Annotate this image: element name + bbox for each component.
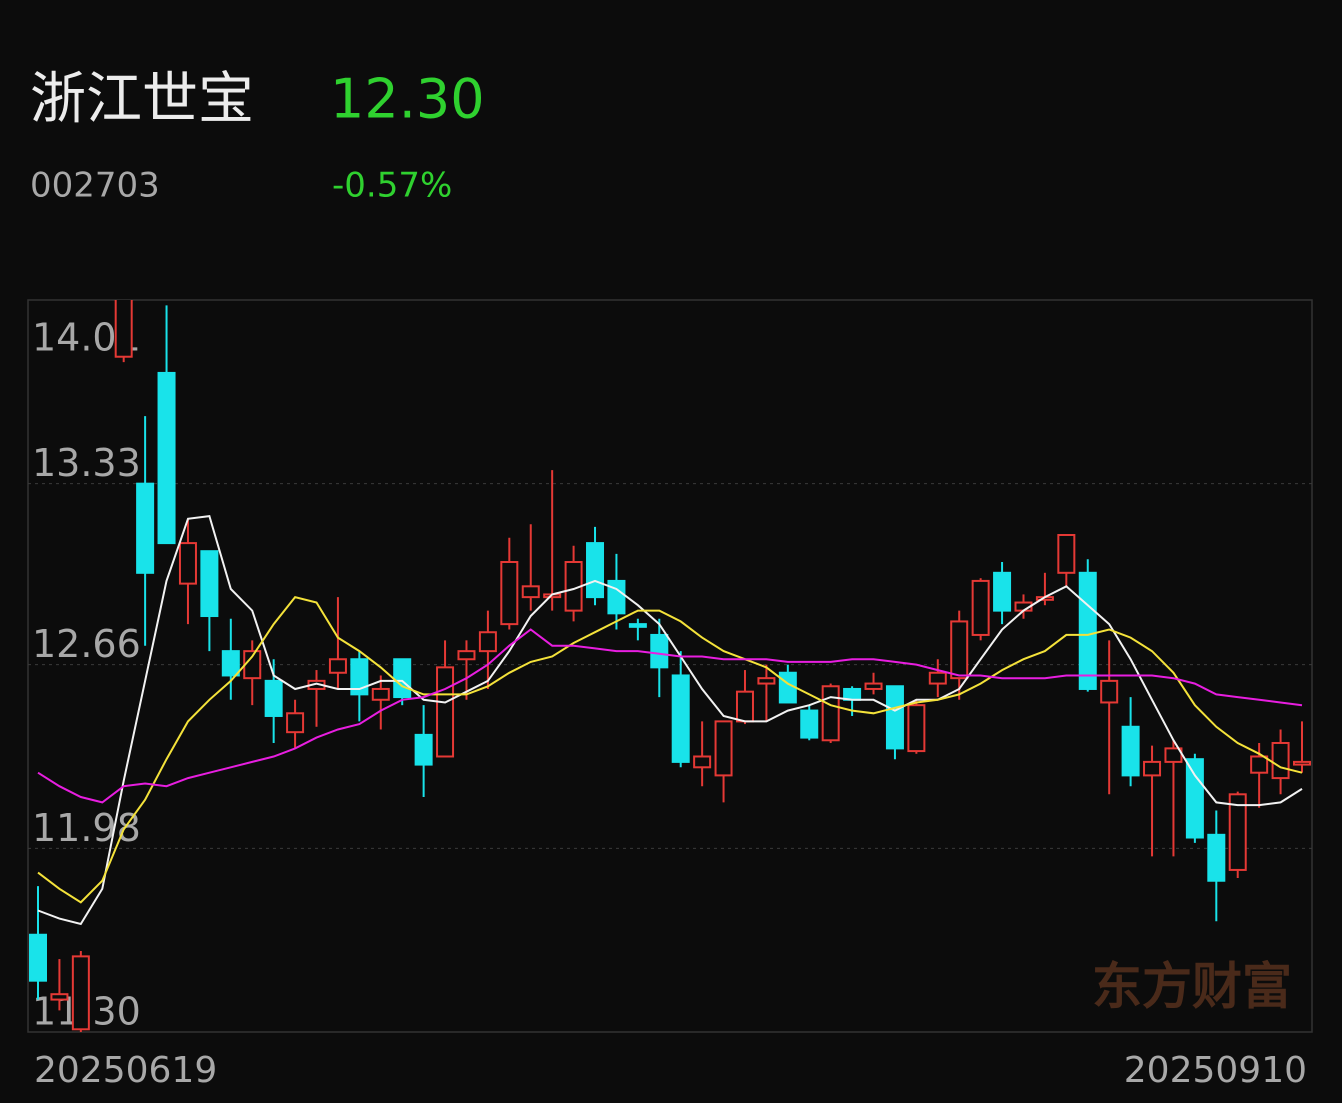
candle-body — [735, 690, 754, 723]
plot-area — [29, 300, 1311, 1032]
price-change: -0.57% — [332, 166, 452, 206]
candle-body — [971, 579, 990, 636]
candle-body — [757, 677, 776, 685]
candle-body — [1078, 571, 1097, 690]
candle-body — [1100, 679, 1119, 704]
candle-body — [693, 755, 712, 769]
y-tick-label: 12.66 — [32, 622, 141, 666]
candle-body — [457, 650, 476, 661]
candle-body — [650, 633, 669, 669]
y-tick-label: 11.98 — [32, 806, 141, 850]
x-tick-label: 20250910 — [1124, 1050, 1307, 1091]
ma-line — [37, 595, 1303, 904]
candle-body — [993, 571, 1012, 612]
candle-body — [157, 371, 176, 545]
candle-body — [350, 658, 369, 696]
candle-body — [29, 933, 47, 982]
candle-body — [1271, 741, 1290, 780]
candle-body — [778, 671, 797, 704]
candle-body — [414, 733, 433, 766]
candle-body — [885, 685, 904, 750]
ma-line — [37, 515, 1303, 926]
candle-body — [1057, 533, 1076, 574]
candle-body — [500, 561, 519, 626]
y-tick-label: 13.33 — [32, 441, 141, 485]
candle-body — [671, 674, 690, 763]
candle-body — [607, 579, 626, 615]
candle-body — [71, 955, 90, 1031]
candle-body — [371, 687, 390, 701]
watermark: 东方财富 — [1092, 958, 1292, 1016]
candle-body — [221, 650, 240, 677]
candle-body — [436, 666, 455, 758]
candle-body — [628, 623, 647, 628]
candle-body — [586, 542, 605, 599]
candle-body — [200, 550, 219, 618]
candle-body — [286, 712, 305, 734]
candle-body — [800, 709, 819, 739]
candle-body — [821, 685, 840, 742]
candle-body — [521, 585, 540, 599]
stock-code: 002703 — [30, 166, 160, 206]
candle-body — [136, 482, 155, 574]
candle-body — [178, 542, 197, 585]
candle-body — [114, 300, 133, 358]
candle-body — [1121, 725, 1140, 777]
stock-name: 浙江世宝 — [30, 67, 254, 132]
candle-body — [1250, 755, 1269, 774]
candle-body — [907, 704, 926, 753]
candle-body — [950, 620, 969, 680]
candle-body — [478, 631, 497, 653]
last-price: 12.30 — [330, 68, 485, 131]
candle-body — [1293, 760, 1311, 766]
candle-body — [864, 682, 883, 690]
candle-body — [1228, 793, 1247, 871]
candle-body — [393, 658, 412, 699]
candle-body — [50, 993, 69, 1001]
candle-body — [928, 671, 947, 685]
candle-body — [264, 679, 283, 717]
candle-body — [1185, 758, 1204, 839]
candle-body — [1143, 760, 1162, 777]
plot-frame — [27, 299, 1313, 1033]
candle-body — [328, 658, 347, 674]
ma-line — [37, 628, 1303, 804]
x-tick-label: 20250619 — [34, 1050, 217, 1091]
candle-body — [1207, 833, 1226, 882]
candle-body — [714, 720, 733, 777]
